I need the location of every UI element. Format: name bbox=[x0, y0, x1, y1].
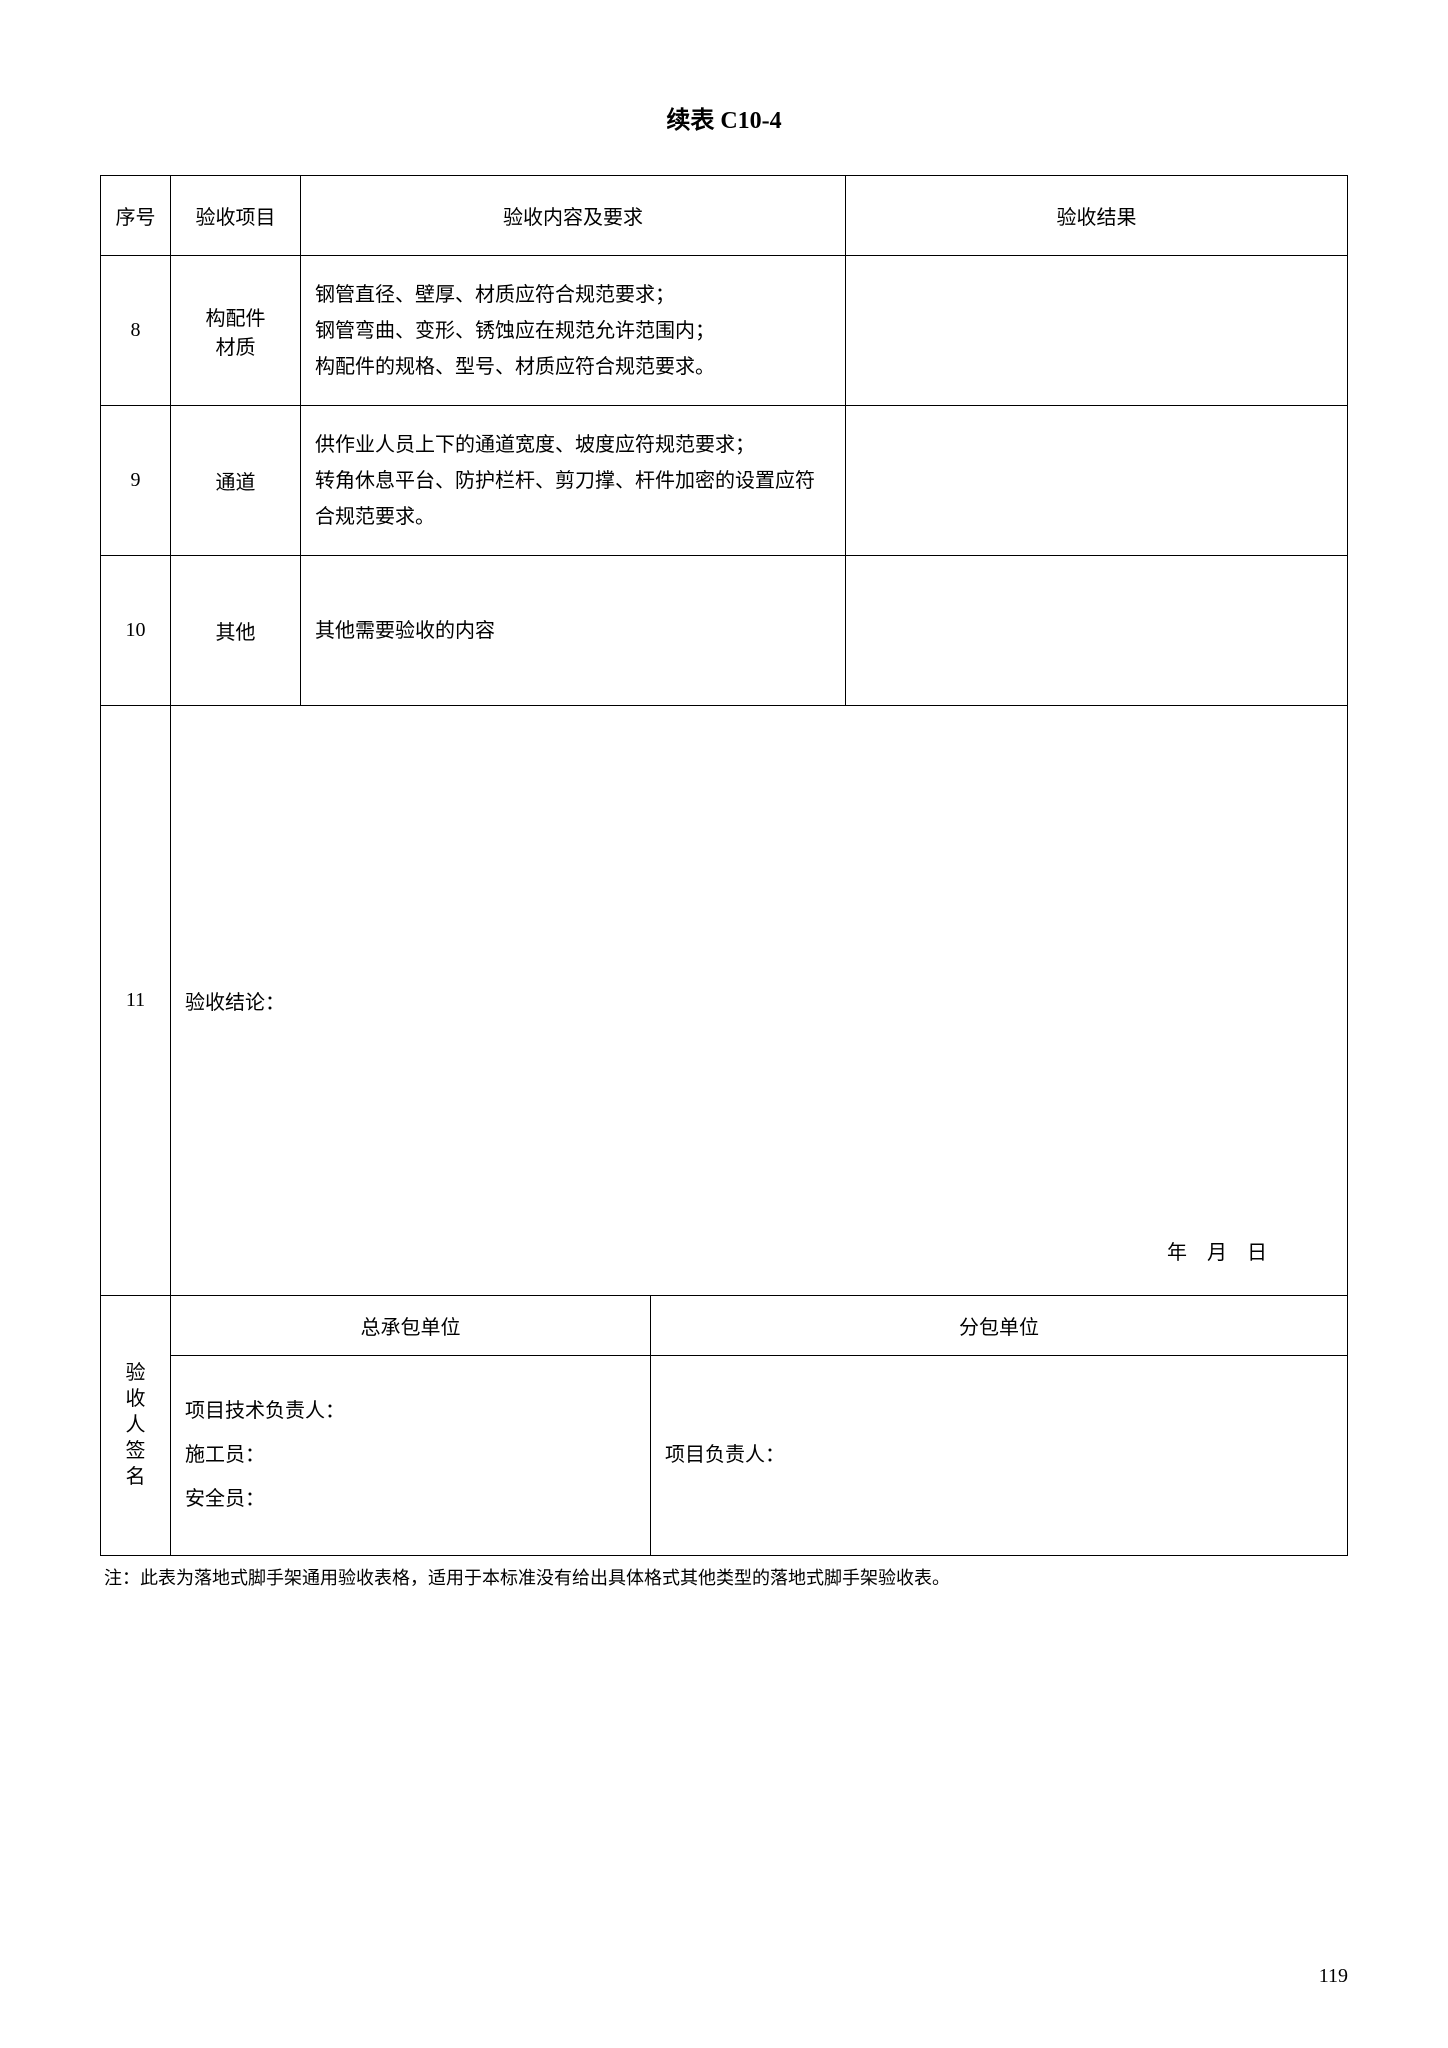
row-result bbox=[846, 406, 1348, 556]
signature-header-row: 验 收 人 签 名 总承包单位 分包单位 bbox=[101, 1295, 1348, 1355]
footnote: 注：此表为落地式脚手架通用验收表格，适用于本标准没有给出具体格式其他类型的落地式… bbox=[100, 1564, 1348, 1590]
row-content: 供作业人员上下的通道宽度、坡度应符规范要求； 转角休息平台、防护栏杆、剪刀撑、杆… bbox=[301, 406, 846, 556]
date-day: 日 bbox=[1247, 1242, 1287, 1264]
project-lead-label: 项目负责人： bbox=[665, 1433, 1333, 1477]
conclusion-cell: 验收结论： 年月日 bbox=[171, 706, 1348, 1296]
row-seq: 9 bbox=[101, 406, 171, 556]
subcontractor-signatures: 项目负责人： bbox=[651, 1355, 1348, 1555]
conclusion-label: 验收结论： bbox=[185, 992, 285, 1014]
row-item: 构配件 材质 bbox=[171, 256, 301, 406]
tech-lead-label: 项目技术负责人： bbox=[185, 1389, 636, 1433]
table-row: 9 通道 供作业人员上下的通道宽度、坡度应符规范要求； 转角休息平台、防护栏杆、… bbox=[101, 406, 1348, 556]
inspection-table: 序号 验收项目 验收内容及要求 验收结果 8 构配件 材质 钢管直径、壁厚、材质… bbox=[100, 175, 1348, 1296]
conclusion-row: 11 验收结论： 年月日 bbox=[101, 706, 1348, 1296]
row-content: 其他需要验收的内容 bbox=[301, 556, 846, 706]
row-result bbox=[846, 556, 1348, 706]
date-year: 年 bbox=[1167, 1242, 1207, 1264]
signature-table: 验 收 人 签 名 总承包单位 分包单位 项目技术负责人： 施工员： 安全员： … bbox=[100, 1295, 1348, 1556]
header-content: 验收内容及要求 bbox=[301, 176, 846, 256]
page-number: 119 bbox=[1319, 1965, 1348, 1988]
subcontractor-header: 分包单位 bbox=[651, 1295, 1348, 1355]
table-header-row: 序号 验收项目 验收内容及要求 验收结果 bbox=[101, 176, 1348, 256]
row-seq: 8 bbox=[101, 256, 171, 406]
construction-label: 施工员： bbox=[185, 1433, 636, 1477]
signature-vertical-label: 验 收 人 签 名 bbox=[101, 1295, 171, 1555]
row-seq: 10 bbox=[101, 556, 171, 706]
row-item: 其他 bbox=[171, 556, 301, 706]
table-row: 8 构配件 材质 钢管直径、壁厚、材质应符合规范要求； 钢管弯曲、变形、锈蚀应在… bbox=[101, 256, 1348, 406]
row-content: 钢管直径、壁厚、材质应符合规范要求； 钢管弯曲、变形、锈蚀应在规范允许范围内； … bbox=[301, 256, 846, 406]
conclusion-seq: 11 bbox=[101, 706, 171, 1296]
header-item: 验收项目 bbox=[171, 176, 301, 256]
header-seq: 序号 bbox=[101, 176, 171, 256]
safety-label: 安全员： bbox=[185, 1477, 636, 1521]
signature-body-row: 项目技术负责人： 施工员： 安全员： 项目负责人： bbox=[101, 1355, 1348, 1555]
contractor-signatures: 项目技术负责人： 施工员： 安全员： bbox=[171, 1355, 651, 1555]
date-line: 年月日 bbox=[1167, 1236, 1287, 1265]
row-item: 通道 bbox=[171, 406, 301, 556]
date-month: 月 bbox=[1207, 1242, 1247, 1264]
row-result bbox=[846, 256, 1348, 406]
page-title: 续表 C10-4 bbox=[100, 100, 1348, 135]
contractor-header: 总承包单位 bbox=[171, 1295, 651, 1355]
table-row: 10 其他 其他需要验收的内容 bbox=[101, 556, 1348, 706]
header-result: 验收结果 bbox=[846, 176, 1348, 256]
